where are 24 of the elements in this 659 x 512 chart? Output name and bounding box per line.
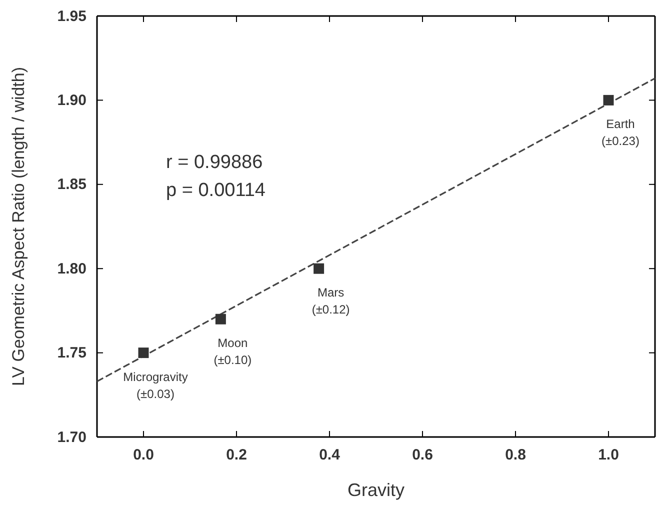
y-tick-label: 1.75 [57,344,86,362]
x-tick-label: 1.0 [598,446,619,464]
point [215,314,226,324]
y-tick-label: 1.80 [57,260,86,278]
point [603,94,614,106]
point [138,348,149,358]
x-axis-title: Gravity [347,480,405,500]
x-tick-label: 0.8 [505,446,526,464]
y-axis-title: LV Geometric Aspect Ratio (length / width) [9,66,28,386]
annotation: Earth (±0.23) [602,117,640,148]
annotation: Mars (±0.12) [312,286,350,317]
y-tick-label: 1.70 [57,428,86,446]
x-tick-label: 0.2 [226,446,247,464]
y-tick-label: 1.95 [57,8,86,25]
point [314,263,324,274]
x-tick-label: 0.0 [133,446,154,464]
x-tick-label: 0.6 [412,446,433,464]
annotation: Microgravity (±0.03) [123,370,188,401]
x-tick-label: 0.4 [319,446,341,464]
annotation: p = 0.00114 [166,180,266,201]
annotation: r = 0.99886 [166,152,263,173]
y-tick-label: 1.90 [57,92,86,109]
y-tick-label: 1.85 [57,176,86,194]
annotation: Moon (±0.10) [214,336,252,368]
